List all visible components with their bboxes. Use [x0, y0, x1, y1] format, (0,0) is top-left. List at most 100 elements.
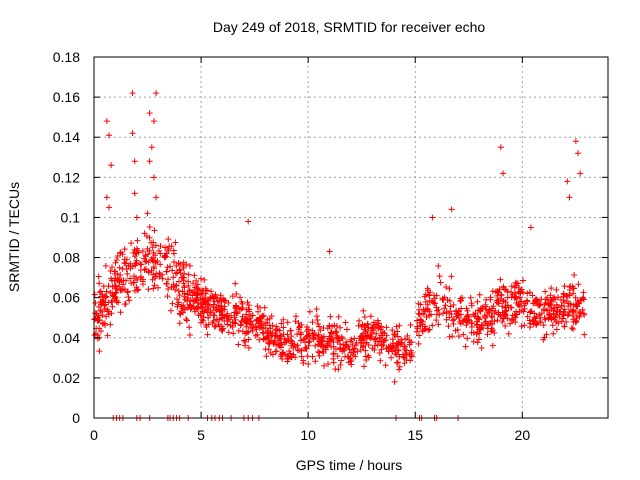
data-point: [516, 303, 523, 310]
data-point: [579, 306, 586, 313]
data-point: [116, 264, 123, 271]
data-point: [304, 353, 311, 360]
data-point: [572, 308, 579, 315]
data-point: [211, 312, 218, 319]
data-point: [459, 294, 466, 301]
data-point: [504, 294, 511, 301]
data-point: [561, 306, 568, 313]
data-point: [210, 304, 217, 311]
data-point: [335, 366, 342, 373]
data-point: [97, 288, 104, 295]
data-point: [448, 311, 455, 318]
data-point: [230, 330, 237, 337]
data-point: [389, 327, 396, 334]
data-point: [281, 336, 288, 343]
data-point: [313, 306, 320, 313]
tick-labels: 0 0.02 0.04 0.06 0.08 0.1 0.12 0.14 0.16 0.18 0 5 10…: [53, 49, 531, 443]
data-point: [290, 344, 297, 351]
data-point: [518, 323, 525, 330]
data-point: [446, 285, 453, 292]
data-point: [126, 297, 133, 304]
data-point: [312, 358, 319, 365]
data-point: [427, 311, 434, 318]
data-point: [194, 300, 201, 307]
data-point: [566, 309, 573, 316]
data-point: [240, 337, 247, 344]
data-point: [361, 326, 368, 333]
data-point: [566, 292, 573, 299]
data-point: [305, 361, 312, 368]
y-tick-label: 0.06: [53, 290, 80, 306]
data-point: [175, 260, 182, 267]
data-point: [426, 292, 433, 299]
data-point: [155, 247, 162, 254]
data-point: [541, 314, 548, 321]
data-point: [422, 323, 429, 330]
data-point: [259, 313, 266, 320]
data-point: [441, 305, 448, 312]
data-point: [216, 316, 223, 323]
data-point: [172, 270, 179, 277]
data-point: [361, 314, 368, 321]
data-point: [326, 339, 333, 346]
data-point: [255, 308, 262, 315]
data-point: [377, 357, 384, 364]
data-point: [99, 312, 106, 319]
data-point: [133, 214, 140, 221]
data-point: [564, 178, 571, 185]
data-point: [232, 280, 239, 287]
data-point: [566, 194, 573, 201]
data-point: [330, 350, 337, 357]
data-point: [287, 327, 294, 334]
data-point: [100, 298, 107, 305]
data-point: [468, 320, 475, 327]
data-point: [553, 286, 560, 293]
data-point: [521, 322, 528, 329]
data-point: [117, 309, 124, 316]
data-point: [117, 249, 124, 256]
data-point: [183, 261, 190, 268]
data-point: [115, 299, 122, 306]
data-point: [286, 348, 293, 355]
data-point: [297, 331, 304, 338]
data-point: [360, 343, 367, 350]
data-point: [151, 282, 158, 289]
data-point: [285, 355, 292, 362]
chart-title: Day 249 of 2018, SRMTID for receiver ech…: [213, 19, 486, 35]
data-point: [117, 271, 124, 278]
data-point: [209, 293, 216, 300]
data-point: [163, 280, 170, 287]
data-point: [292, 343, 299, 350]
data-point: [560, 311, 567, 318]
data-point: [149, 257, 156, 264]
data-point: [113, 289, 120, 296]
plot-frame: [93, 56, 609, 419]
data-point: [563, 318, 570, 325]
data-point: [343, 326, 350, 333]
data-point: [306, 338, 313, 345]
data-point: [389, 348, 396, 355]
data-point: [274, 332, 281, 339]
y-tick-label: 0.1: [61, 209, 81, 225]
x-tick-label: 15: [407, 427, 423, 443]
data-point: [394, 333, 401, 340]
data-point: [298, 321, 305, 328]
data-point: [508, 289, 515, 296]
data-point: [105, 283, 112, 290]
data-point: [229, 293, 236, 300]
data-point: [102, 294, 109, 301]
data-point: [142, 266, 149, 273]
data-point: [185, 278, 192, 285]
data-point: [524, 313, 531, 320]
data-point: [543, 307, 550, 314]
data-point: [367, 335, 374, 342]
data-point: [354, 348, 361, 355]
data-point: [464, 335, 471, 342]
data-point: [94, 315, 101, 322]
data-point: [134, 287, 141, 294]
data-point: [355, 322, 362, 329]
data-point: [460, 331, 467, 338]
data-point: [441, 294, 448, 301]
data-point: [548, 315, 555, 322]
data-point: [243, 330, 250, 337]
